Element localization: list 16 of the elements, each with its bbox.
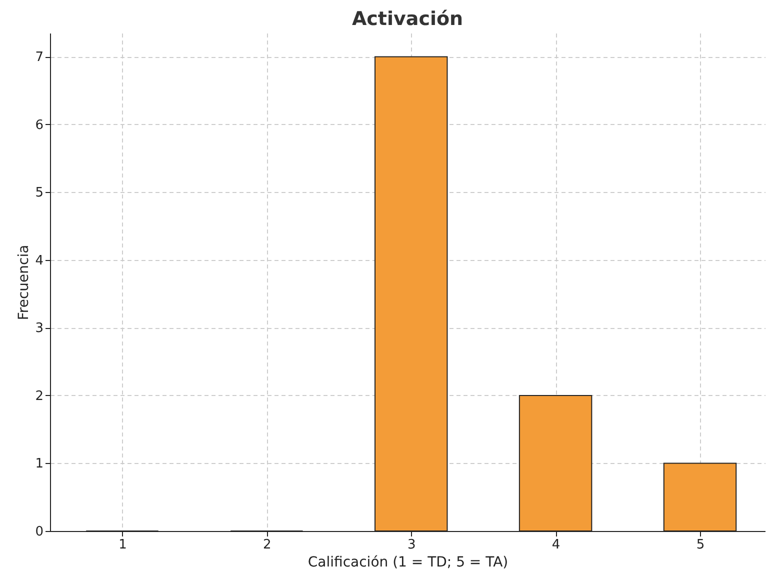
y-tick-label: 1 [35,456,44,472]
y-tick-label: 2 [35,388,44,404]
y-tick-label: 4 [35,253,44,268]
y-tick-label: 5 [35,186,44,201]
x-tick-label: 1 [118,538,127,552]
y-tick-label: 7 [35,50,44,66]
y-tick-label: 3 [35,321,44,336]
x-tick-label: 3 [407,538,416,552]
x-axis-title: Calificación (1 = TD; 5 = TA) [308,554,508,570]
y-tick-label: 6 [35,118,44,133]
x-tick-label: 4 [552,538,560,552]
x-tick-label: 5 [696,538,705,552]
chart-title: Activación [352,8,464,30]
y-axis-title: Frecuencia [16,244,32,320]
y-tick-label: 0 [35,524,44,540]
x-tick-label: 2 [263,538,272,552]
